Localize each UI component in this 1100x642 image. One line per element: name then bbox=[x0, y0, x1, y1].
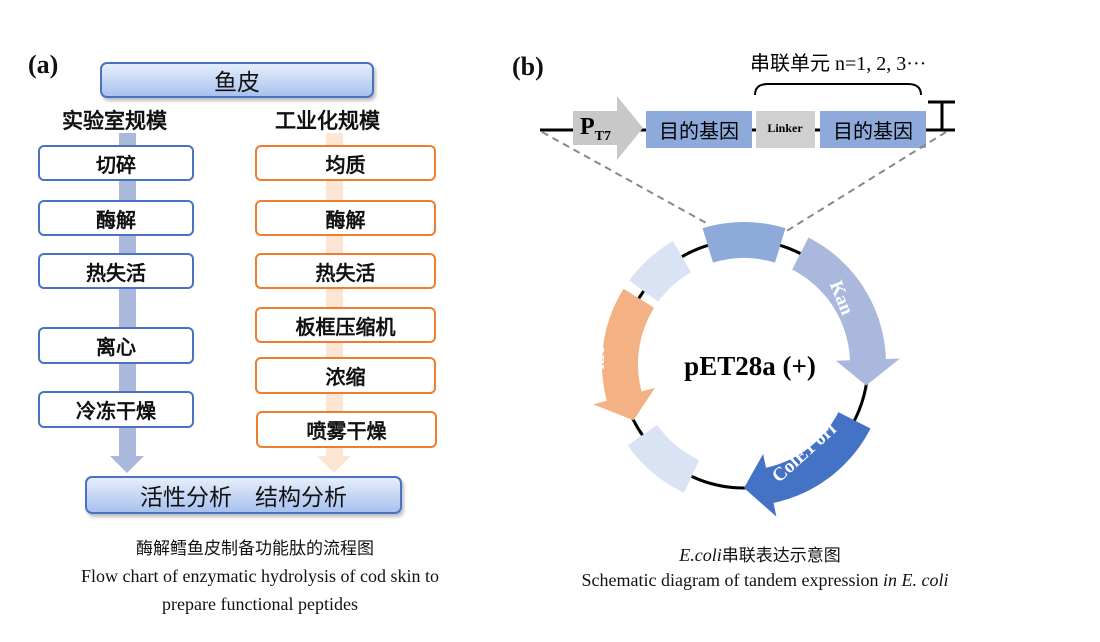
industrial-step: 喷雾干燥 bbox=[256, 411, 437, 448]
promoter-arrow bbox=[573, 96, 643, 160]
caption-a-cn: 酶解鳕鱼皮制备功能肽的流程图 bbox=[136, 539, 374, 559]
zoom-line-right bbox=[784, 131, 947, 233]
linker-label: Linker bbox=[767, 121, 803, 135]
caption-a-en-2: prepare functional peptides bbox=[162, 594, 358, 614]
plasmid-insert-block bbox=[702, 222, 786, 263]
lab-scale-header: 实验室规模 bbox=[62, 108, 167, 133]
industrial-step: 浓缩 bbox=[255, 357, 436, 394]
panel-a-label: (a) bbox=[28, 50, 59, 79]
lab-step: 酶解 bbox=[38, 200, 194, 236]
promoter-label: PT7 bbox=[580, 114, 611, 144]
lac-label: lac I bbox=[588, 334, 609, 369]
lac-arrow bbox=[593, 288, 656, 421]
industrial-step: 热失活 bbox=[255, 253, 436, 289]
gene-box-2 bbox=[820, 111, 926, 148]
ind-flow-arrow-head bbox=[317, 456, 351, 473]
lab-flow-arrow-head bbox=[110, 456, 144, 473]
industrial-step: 板框压缩机 bbox=[255, 307, 436, 343]
lab-step: 离心 bbox=[38, 327, 194, 364]
linker-box bbox=[756, 111, 815, 148]
light-block-bottom bbox=[627, 424, 700, 493]
caption-a-en-1: Flow chart of enzymatic hydrolysis of co… bbox=[81, 566, 439, 586]
light-block-top bbox=[629, 241, 691, 302]
industrial-scale-header: 工业化规模 bbox=[275, 108, 380, 133]
plasmid-name: pET28a (+) bbox=[684, 351, 816, 381]
tandem-unit-label: 串联单元 n=1, 2, 3··· bbox=[750, 52, 926, 75]
ori-arrow bbox=[744, 412, 871, 517]
caption-b-1: E.coli串联表达示意图 bbox=[520, 541, 1000, 566]
kan-arrow bbox=[792, 237, 900, 386]
gene-box-1 bbox=[646, 111, 752, 148]
fish-skin-box: 鱼皮 bbox=[100, 62, 374, 98]
caption-b-en: Schematic diagram of tandem expression bbox=[581, 570, 883, 590]
lab-step: 切碎 bbox=[38, 145, 194, 181]
gene-label-1: 目的基因 bbox=[659, 120, 739, 143]
caption-b-cn: 串联表达示意图 bbox=[721, 546, 841, 566]
lab-step: 热失活 bbox=[38, 253, 194, 289]
industrial-step: 酶解 bbox=[255, 200, 436, 236]
caption-b-en-italic: in E. coli bbox=[882, 570, 949, 590]
lab-step: 冷冻干燥 bbox=[38, 391, 194, 428]
panel-b-label: (b) bbox=[512, 52, 544, 81]
caption-b-italic: E.coli bbox=[679, 545, 722, 565]
industrial-step: 均质 bbox=[255, 145, 436, 181]
caption-b-2: Schematic diagram of tandem expression i… bbox=[510, 570, 1020, 591]
analysis-box: 活性分析 结构分析 bbox=[85, 476, 402, 514]
tandem-brace bbox=[754, 83, 922, 96]
gene-label-2: 目的基因 bbox=[833, 120, 913, 143]
zoom-line-left bbox=[541, 131, 709, 225]
